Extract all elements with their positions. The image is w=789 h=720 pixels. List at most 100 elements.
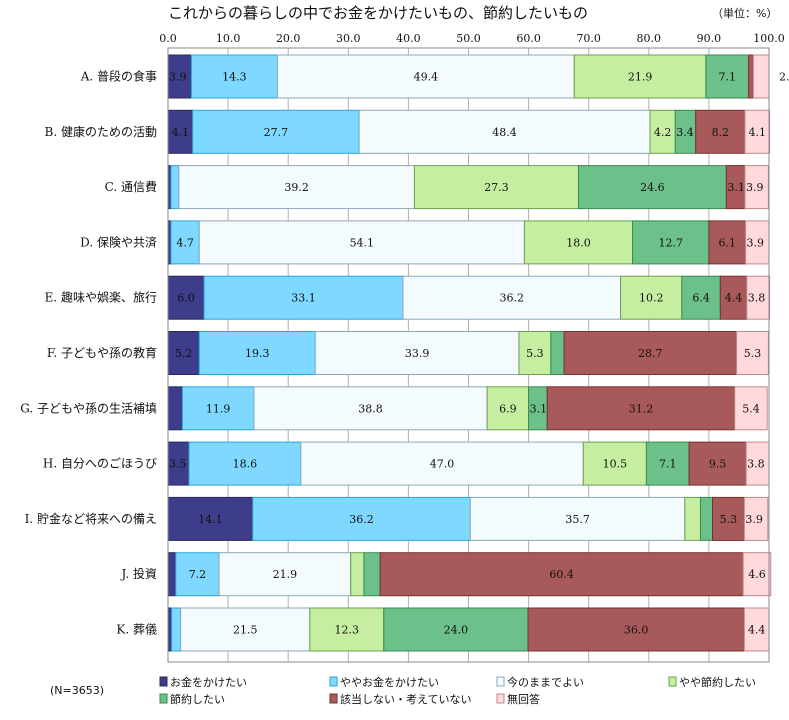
data-label: 28.7: [638, 347, 663, 360]
bar-segment: [742, 552, 772, 597]
bar-segment: [550, 331, 565, 375]
data-label: 3.9: [746, 181, 764, 194]
x-tick-label: 0.0: [159, 32, 177, 45]
data-label: 3.1: [530, 402, 548, 415]
bar-segment: [645, 441, 690, 486]
data-label: 38.8: [358, 402, 383, 415]
bar-segment: [469, 496, 686, 541]
bar-segment: [743, 607, 770, 652]
x-tick-label: 70.0: [576, 32, 601, 45]
chart-title: これからの暮らしの中でお金をかけたいもの、節約したいもの: [168, 4, 589, 22]
data-label: 24.0: [444, 624, 469, 637]
data-label: 5.3: [526, 347, 544, 360]
data-label: 6.0: [177, 292, 195, 305]
bar-segment: [748, 54, 754, 99]
legend-label: お金をかけたい: [170, 675, 247, 689]
data-label: 12.7: [658, 236, 683, 249]
bar-segment: [180, 607, 311, 652]
data-label: 10.5: [603, 458, 628, 471]
bar-segment: [577, 165, 727, 210]
bar-segment: [632, 220, 710, 265]
bar-segment: [363, 552, 381, 597]
bar-segment: [744, 109, 771, 154]
bar-segment: [170, 165, 180, 210]
data-label: 19.3: [245, 347, 270, 360]
data-label: 3.4: [676, 126, 694, 139]
data-label: 5.2: [175, 347, 193, 360]
bar-segment: [523, 220, 634, 265]
bar-segment: [746, 275, 771, 320]
x-tick-label: 30.0: [336, 32, 361, 45]
data-label: 21.9: [628, 71, 653, 84]
bar-segment: [573, 54, 707, 99]
data-label: 5.4: [742, 402, 760, 415]
category-label: A. 普段の食事: [80, 69, 157, 84]
data-label: 24.6: [640, 181, 665, 194]
data-label: 36.2: [500, 292, 525, 305]
category-label: H. 自分へのごほうび: [43, 456, 157, 471]
data-label: 31.2: [629, 402, 654, 415]
bar-segment: [190, 54, 278, 99]
legend-swatch: [159, 676, 168, 687]
data-label: 11.9: [206, 402, 231, 415]
data-label: 7.2: [189, 568, 207, 581]
bar-segment: [300, 441, 584, 486]
data-label: 5.3: [744, 347, 762, 360]
data-label: 3.9: [745, 513, 763, 526]
legend-label: ややお金をかけたい: [340, 675, 439, 689]
bar-segment: [383, 607, 529, 652]
bar-segment: [379, 552, 744, 597]
bar-segment: [620, 275, 683, 320]
bar-segment: [188, 441, 302, 486]
data-label: 9.5: [709, 458, 727, 471]
legend-swatch: [159, 693, 168, 704]
x-tick-label: 80.0: [637, 32, 662, 45]
data-label: 4.7: [176, 236, 194, 249]
category-label: K. 葬儀: [116, 623, 157, 637]
data-label: 39.2: [284, 181, 309, 194]
bar-segment: [276, 54, 575, 99]
data-label: 10.2: [639, 292, 664, 305]
bar-segment: [546, 386, 736, 431]
data-label: 3.8: [747, 458, 765, 471]
bar-segment: [167, 496, 254, 541]
data-label: 48.4: [492, 126, 517, 139]
plot-frame: [167, 47, 770, 663]
data-label: 7.1: [659, 458, 677, 471]
bar-segment: [175, 552, 220, 597]
legend-label: 該当しない・考えていない: [340, 692, 471, 706]
legend-swatch: [496, 693, 505, 704]
data-label: 3.8: [748, 292, 766, 305]
x-tick-label: 90.0: [697, 32, 722, 45]
bar-segment: [314, 331, 520, 375]
category-label: I. 貯金など将来への備え: [25, 511, 157, 526]
data-label: 33.9: [405, 347, 430, 360]
bar-segment: [218, 552, 352, 597]
bar-segment: [171, 607, 182, 652]
bar-segment: [712, 496, 745, 541]
bar-segment: [736, 331, 769, 375]
bar-segment: [649, 109, 676, 154]
x-tick-label: 100.0: [753, 32, 785, 45]
legend-swatch: [496, 676, 505, 687]
data-label: 54.1: [350, 236, 375, 249]
bar-segment: [518, 331, 552, 375]
bar-segment: [198, 220, 525, 265]
bar-segment: [350, 552, 365, 597]
bar-segment: [719, 275, 748, 320]
legend-label: 節約したい: [170, 692, 225, 706]
x-tick-label: 10.0: [216, 32, 241, 45]
bar-segment: [178, 165, 415, 210]
x-tick-label: 60.0: [516, 32, 541, 45]
data-label: 36.0: [624, 624, 649, 637]
category-label: B. 健康のための活動: [45, 124, 157, 139]
bar-segment: [734, 386, 768, 431]
legend-label: やや節約したい: [679, 675, 756, 689]
data-label: 4.6: [748, 568, 766, 581]
bar-segment: [743, 496, 769, 541]
bar-segment: [695, 109, 746, 154]
data-label: 3.9: [747, 236, 765, 249]
data-label: 4.1: [172, 126, 190, 139]
legend-swatch: [329, 676, 338, 687]
